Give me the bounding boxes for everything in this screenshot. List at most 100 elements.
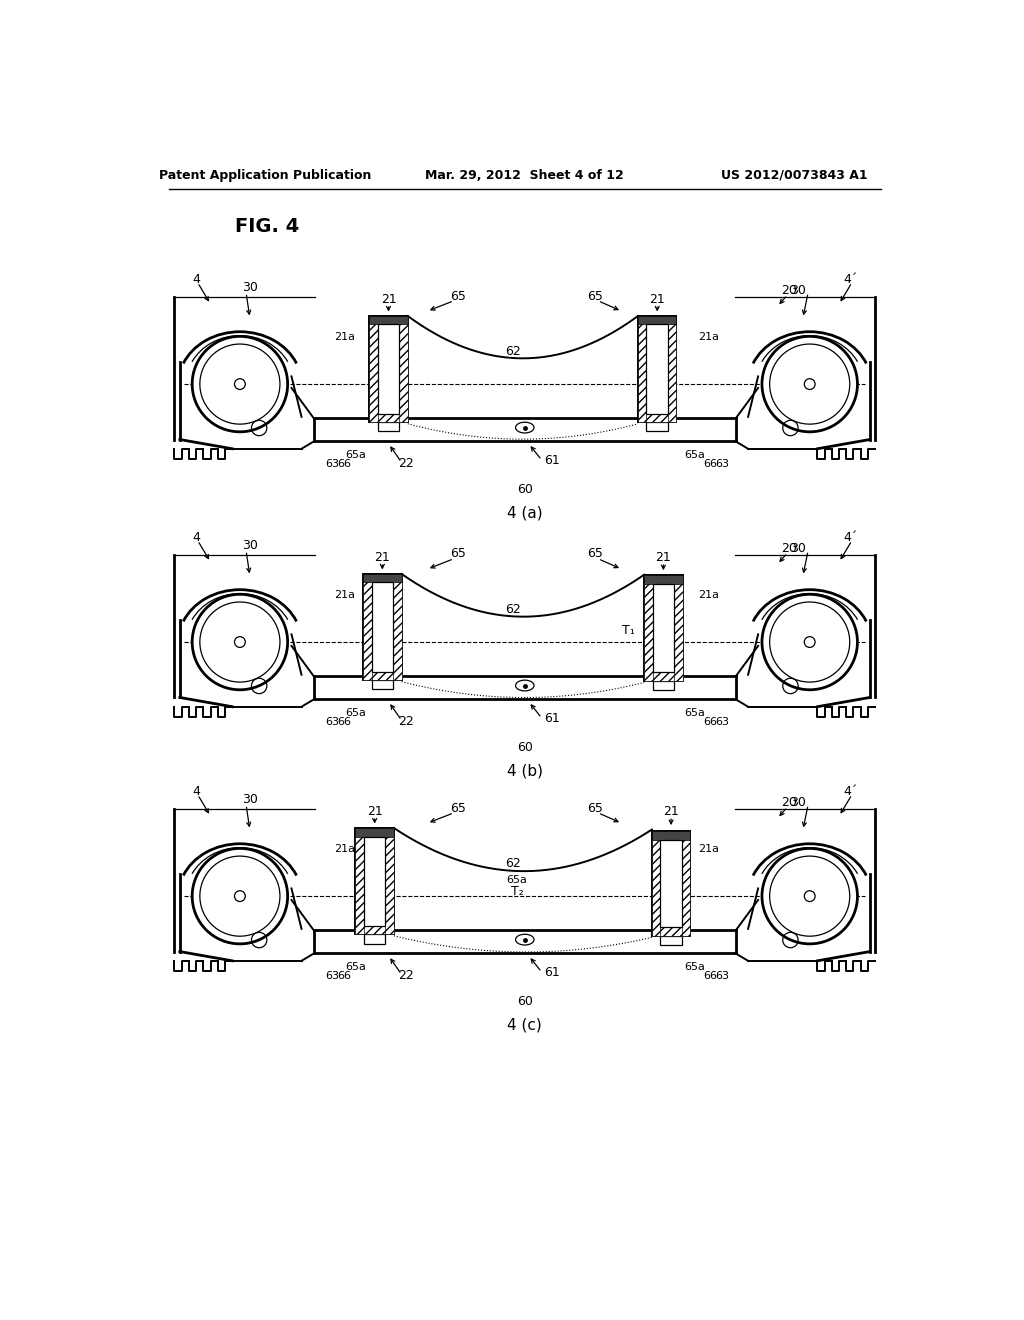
Text: 21a: 21a bbox=[335, 590, 355, 601]
Text: 62: 62 bbox=[506, 603, 521, 615]
Text: 66: 66 bbox=[337, 717, 351, 727]
Text: 21: 21 bbox=[375, 550, 390, 564]
Text: Mar. 29, 2012  Sheet 4 of 12: Mar. 29, 2012 Sheet 4 of 12 bbox=[425, 169, 625, 182]
Bar bbox=[652, 832, 690, 936]
Bar bbox=[644, 672, 683, 681]
Bar bbox=[393, 574, 401, 680]
Bar bbox=[668, 315, 677, 422]
Text: 4´: 4´ bbox=[844, 785, 857, 797]
Bar bbox=[399, 315, 408, 422]
Text: 65: 65 bbox=[450, 801, 466, 814]
Bar bbox=[652, 681, 674, 690]
Bar bbox=[364, 574, 401, 680]
Text: 60: 60 bbox=[517, 742, 532, 754]
Bar bbox=[378, 422, 399, 432]
Bar bbox=[682, 832, 690, 936]
Text: θᴬ: θᴬ bbox=[216, 601, 229, 614]
Text: US 2012/0073843 A1: US 2012/0073843 A1 bbox=[721, 169, 867, 182]
Text: 65: 65 bbox=[587, 289, 603, 302]
Text: 65a: 65a bbox=[346, 450, 367, 459]
Text: 30: 30 bbox=[242, 540, 258, 552]
Text: 21: 21 bbox=[381, 293, 396, 306]
Text: 65a: 65a bbox=[346, 962, 367, 972]
Bar bbox=[660, 936, 682, 945]
Bar bbox=[370, 413, 408, 422]
Text: 21: 21 bbox=[649, 293, 666, 306]
Bar bbox=[355, 828, 394, 837]
Bar bbox=[385, 828, 394, 935]
Bar bbox=[370, 315, 408, 422]
Circle shape bbox=[193, 594, 288, 690]
Bar bbox=[638, 315, 677, 422]
Text: 21a: 21a bbox=[698, 845, 720, 854]
Circle shape bbox=[762, 849, 857, 944]
Text: 62: 62 bbox=[506, 857, 521, 870]
Circle shape bbox=[762, 594, 857, 690]
Text: 65a: 65a bbox=[346, 708, 367, 718]
Bar bbox=[370, 315, 378, 422]
Bar bbox=[644, 576, 652, 681]
Text: 66: 66 bbox=[337, 459, 351, 469]
Text: 61: 61 bbox=[544, 966, 560, 978]
Text: 4: 4 bbox=[193, 785, 200, 797]
Bar bbox=[646, 422, 668, 432]
Text: 4´: 4´ bbox=[844, 273, 857, 286]
Text: T₁: T₁ bbox=[623, 624, 635, 638]
Text: 20: 20 bbox=[781, 284, 797, 297]
Text: 65: 65 bbox=[587, 801, 603, 814]
Text: 62: 62 bbox=[506, 345, 521, 358]
Text: 65a: 65a bbox=[684, 708, 706, 718]
Bar bbox=[652, 832, 690, 840]
Text: θₐ: θₐ bbox=[217, 343, 229, 356]
Circle shape bbox=[193, 337, 288, 432]
Text: 22: 22 bbox=[398, 458, 414, 470]
Bar bbox=[364, 574, 401, 582]
Text: 66: 66 bbox=[337, 972, 351, 981]
Text: 20: 20 bbox=[781, 541, 797, 554]
Text: 4: 4 bbox=[193, 531, 200, 544]
Text: FIG. 4: FIG. 4 bbox=[234, 216, 299, 236]
Text: 4 (b): 4 (b) bbox=[507, 764, 543, 779]
Text: 65a: 65a bbox=[684, 450, 706, 459]
Text: 65a: 65a bbox=[507, 875, 527, 884]
Bar bbox=[652, 832, 660, 936]
Text: 30: 30 bbox=[791, 284, 806, 297]
Text: 4 (c): 4 (c) bbox=[508, 1018, 542, 1032]
Text: 61: 61 bbox=[544, 711, 560, 725]
Text: T₂: T₂ bbox=[511, 884, 523, 898]
Bar bbox=[652, 928, 690, 936]
Text: 65: 65 bbox=[450, 289, 466, 302]
Text: 21: 21 bbox=[664, 805, 679, 818]
Text: 63: 63 bbox=[326, 972, 339, 981]
Bar bbox=[364, 837, 385, 925]
Text: 65: 65 bbox=[587, 548, 603, 561]
Text: 60: 60 bbox=[517, 483, 532, 496]
Bar bbox=[372, 582, 393, 672]
Text: 63: 63 bbox=[326, 459, 339, 469]
Text: 30: 30 bbox=[791, 796, 806, 809]
Text: 21: 21 bbox=[367, 805, 383, 818]
Text: 22: 22 bbox=[398, 715, 414, 729]
Text: 66: 66 bbox=[703, 459, 718, 469]
Text: 65a: 65a bbox=[684, 962, 706, 972]
Bar bbox=[646, 325, 668, 413]
Text: 30: 30 bbox=[242, 793, 258, 807]
Text: 30: 30 bbox=[242, 281, 258, 294]
Text: 20: 20 bbox=[781, 796, 797, 809]
Bar bbox=[644, 576, 683, 681]
Bar bbox=[644, 576, 683, 583]
Bar bbox=[660, 840, 682, 928]
Text: 21a: 21a bbox=[698, 590, 720, 601]
Bar bbox=[652, 583, 674, 672]
Bar bbox=[674, 576, 683, 681]
Bar bbox=[364, 935, 385, 944]
Text: 21a: 21a bbox=[335, 845, 355, 854]
Text: Patent Application Publication: Patent Application Publication bbox=[159, 169, 372, 182]
Text: 21: 21 bbox=[655, 550, 672, 564]
Bar bbox=[638, 413, 677, 422]
Circle shape bbox=[193, 849, 288, 944]
Text: 65: 65 bbox=[450, 548, 466, 561]
Text: 4: 4 bbox=[193, 273, 200, 286]
Bar bbox=[370, 315, 408, 325]
Bar bbox=[378, 325, 399, 413]
